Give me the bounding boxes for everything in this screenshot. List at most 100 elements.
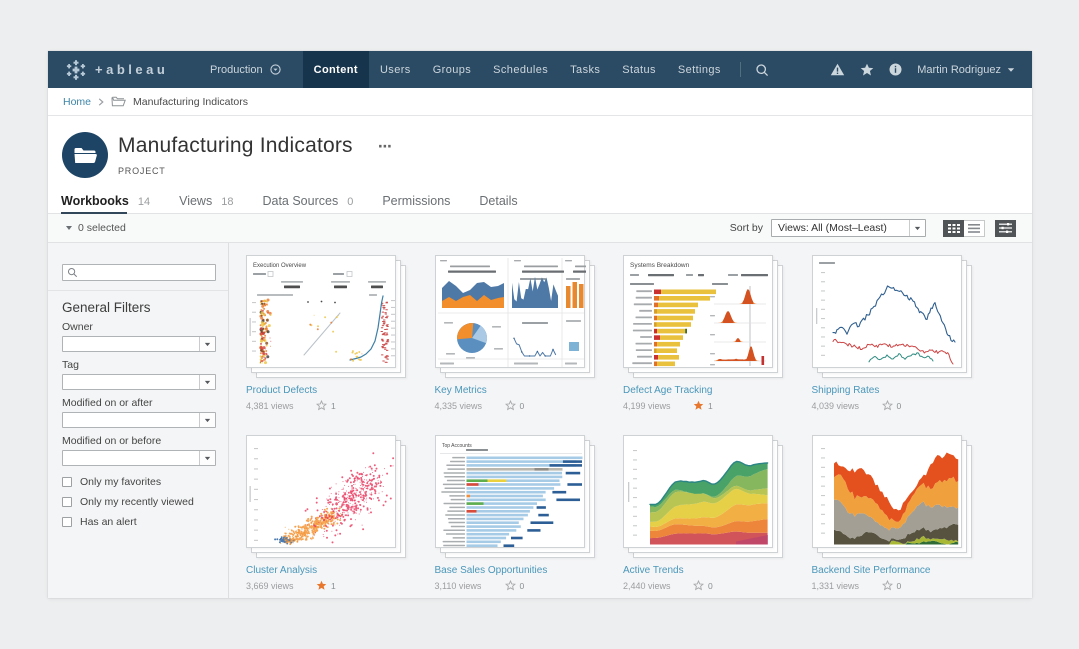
- tab-data-sources[interactable]: Data Sources 0: [262, 194, 354, 208]
- filter-checkbox-row[interactable]: Has an alert: [62, 516, 222, 528]
- workbook-title-link[interactable]: Product Defects: [246, 385, 318, 396]
- dropdown-arrow-button[interactable]: [199, 451, 215, 465]
- selected-dropdown[interactable]: 0 selected: [66, 222, 126, 234]
- checkbox-label: Only my favorites: [80, 476, 162, 488]
- workbook-thumbnail[interactable]: [623, 435, 783, 558]
- dropdown-arrow-button[interactable]: [199, 413, 215, 427]
- filter-select[interactable]: [62, 412, 216, 428]
- thumbnail-title: Execution Overview: [253, 263, 307, 269]
- view-mode-toggle: [943, 219, 985, 237]
- tableau-logo[interactable]: +ableau: [48, 51, 198, 88]
- favorite-star-icon[interactable]: [504, 580, 516, 591]
- tab-permissions[interactable]: Permissions: [382, 194, 451, 208]
- filter-group: Owner: [62, 322, 216, 352]
- more-actions-button[interactable]: ⋯: [378, 138, 393, 154]
- tab-count: 18: [221, 196, 234, 208]
- grid-view-button[interactable]: [943, 219, 964, 237]
- favorites-icon[interactable]: [860, 63, 874, 77]
- filter-select[interactable]: [62, 450, 216, 466]
- filter-checkbox-row[interactable]: Only my favorites: [62, 476, 222, 488]
- workbook-title-link[interactable]: Key Metrics: [434, 385, 487, 396]
- favorite-star-icon[interactable]: [881, 580, 893, 591]
- favorite-star-icon[interactable]: [881, 400, 893, 411]
- checkbox[interactable]: [62, 497, 72, 507]
- nav-item-schedules[interactable]: Schedules: [493, 63, 549, 76]
- filters-toggle-button[interactable]: [995, 219, 1016, 237]
- workbook-title-link[interactable]: Shipping Rates: [811, 385, 880, 396]
- sort-by-label: Sort by: [729, 222, 763, 234]
- general-filters-heading: General Filters: [62, 300, 151, 315]
- navbar-search-button[interactable]: [747, 51, 777, 88]
- project-folder-icon: [74, 147, 97, 163]
- checkbox[interactable]: [62, 517, 72, 527]
- view-count: 4,039 views: [811, 400, 860, 411]
- nav-item-tasks[interactable]: Tasks: [570, 63, 601, 76]
- sidebar-search[interactable]: [62, 264, 216, 281]
- tab-workbooks[interactable]: Workbooks 14: [61, 194, 150, 215]
- grid-view-icon: [947, 223, 960, 233]
- filter-sidebar: General Filters Owner Tag Modified on or…: [48, 243, 228, 598]
- user-menu[interactable]: Martin Rodriguez: [917, 64, 1015, 76]
- favorite-star-icon[interactable]: [693, 580, 704, 591]
- nav-item-users[interactable]: Users: [379, 63, 411, 76]
- thumbnail-image: [623, 435, 773, 548]
- view-count: 4,335 views: [434, 400, 483, 411]
- favorite-count: 0: [896, 400, 902, 411]
- workbook-title-link[interactable]: Backend Site Performance: [811, 565, 931, 576]
- filter-group: Modified on or before: [62, 436, 216, 466]
- help-icon[interactable]: [889, 63, 902, 76]
- project-type-label: PROJECT: [118, 166, 166, 176]
- thumbnail-image: [811, 435, 962, 548]
- dropdown-arrow-button[interactable]: [199, 375, 215, 389]
- view-count: 4,199 views: [623, 400, 671, 411]
- checkbox-label: Has an alert: [80, 516, 137, 528]
- workbook-thumbnail[interactable]: [811, 435, 972, 558]
- workbook-thumbnail[interactable]: Top Accounts: [434, 435, 595, 558]
- workbook-thumbnail[interactable]: [246, 435, 406, 558]
- alerts-icon[interactable]: [830, 63, 845, 76]
- favorite-count: 1: [331, 580, 336, 591]
- workbook-title-link[interactable]: Defect Age Tracking: [623, 385, 713, 396]
- workbook-card: Top Accounts Base Sales Opportunities 3,…: [434, 435, 595, 592]
- dropdown-caret-icon: [204, 380, 211, 384]
- favorite-star-icon[interactable]: [316, 400, 327, 411]
- tab-details[interactable]: Details: [479, 194, 518, 208]
- breadcrumb-home-link[interactable]: Home: [63, 95, 92, 108]
- sort-select[interactable]: Views: All (Most–Least): [771, 219, 926, 237]
- workbook-thumbnail[interactable]: [434, 255, 596, 378]
- favorite-count: 1: [331, 400, 336, 411]
- nav-item-settings[interactable]: Settings: [677, 63, 721, 76]
- nav-item-groups[interactable]: Groups: [432, 63, 472, 76]
- nav-item-content[interactable]: Content: [302, 51, 369, 88]
- list-view-button[interactable]: [964, 219, 985, 237]
- workbook-title-link[interactable]: Active Trends: [623, 565, 684, 576]
- favorite-count: 0: [519, 400, 525, 411]
- tab-count: 0: [347, 196, 354, 208]
- filter-checkbox-row[interactable]: Only my recently viewed: [62, 496, 222, 508]
- chevron-down-icon: [66, 226, 72, 230]
- checkbox[interactable]: [62, 477, 72, 487]
- workbook-thumbnail[interactable]: [811, 255, 972, 378]
- favorite-star-icon[interactable]: [504, 400, 516, 411]
- workbook-title-link[interactable]: Cluster Analysis: [246, 565, 318, 576]
- sort-select-value: Views: All (Most–Least): [778, 222, 887, 234]
- dropdown-arrow-button[interactable]: [199, 337, 215, 351]
- view-count: 1,331 views: [811, 580, 860, 591]
- search-icon[interactable]: [755, 63, 769, 77]
- filter-select[interactable]: [62, 374, 216, 390]
- workbook-card: Shipping Rates 4,039 views 0: [811, 255, 972, 412]
- favorite-star-icon[interactable]: [316, 580, 327, 591]
- favorite-star-icon[interactable]: [693, 400, 704, 411]
- workbook-thumbnail[interactable]: Execution Overview: [246, 255, 406, 378]
- workbook-title-link[interactable]: Base Sales Opportunities: [434, 565, 548, 576]
- dropdown-arrow-button[interactable]: [909, 220, 925, 236]
- sidebar-divider: [48, 290, 228, 291]
- site-switcher[interactable]: Production: [198, 51, 293, 88]
- workbook-thumbnail[interactable]: Systems Breakdown: [623, 255, 783, 378]
- search-input[interactable]: [81, 266, 215, 279]
- page-title: Manufacturing Indicators: [118, 134, 353, 157]
- nav-item-status[interactable]: Status: [622, 63, 656, 76]
- tableau-logo-icon: [66, 59, 86, 80]
- tab-views[interactable]: Views 18: [179, 194, 234, 208]
- filter-select[interactable]: [62, 336, 216, 352]
